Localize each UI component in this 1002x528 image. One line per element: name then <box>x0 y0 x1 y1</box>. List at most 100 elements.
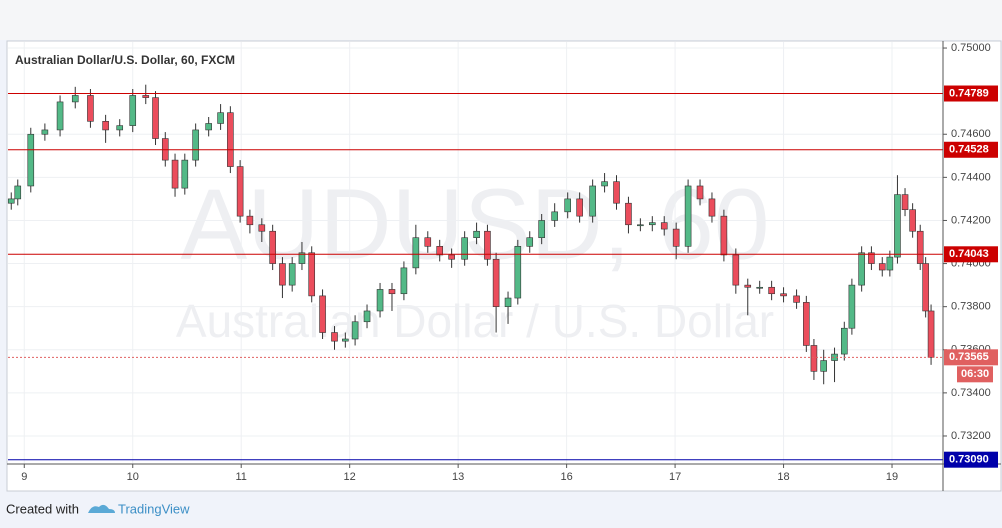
price-label-box <box>944 451 998 468</box>
watermark: AUDUSD, 60 Australian Dollar / U.S. Doll… <box>176 168 774 347</box>
candle-body <box>551 211 558 221</box>
candle-body <box>269 230 276 264</box>
price-label: 0.73090 <box>949 454 989 466</box>
candle-body <box>7 198 15 204</box>
candle-body <box>810 345 818 372</box>
candle-body <box>205 123 212 131</box>
candle-body <box>217 112 224 124</box>
price-label: 0.74789 <box>949 87 989 99</box>
candle-body <box>684 185 692 247</box>
candle-body <box>878 263 886 271</box>
candle-body <box>27 133 35 187</box>
candle-body <box>412 237 420 269</box>
chart-title: Australian Dollar/U.S. Dollar, 60, FXCM <box>15 53 235 67</box>
candle-body <box>351 321 359 340</box>
candle-body <box>116 125 124 131</box>
candle-body <box>87 95 94 122</box>
top-strip <box>0 0 1002 40</box>
candle-body <box>14 185 22 200</box>
candle-body <box>331 332 338 342</box>
candle-body <box>637 224 644 227</box>
candle-body <box>400 267 408 295</box>
candle-body <box>820 360 827 372</box>
candle-body <box>41 129 49 135</box>
candle-body <box>538 220 545 238</box>
x-tick-label: 13 <box>452 471 464 483</box>
candle-body <box>927 310 935 358</box>
logo-icon[interactable] <box>88 504 115 513</box>
candle-body <box>526 237 534 247</box>
candle-body <box>388 289 396 295</box>
x-tick-label: 18 <box>777 471 789 483</box>
candle-body <box>288 263 296 286</box>
y-tick-label: 0.74400 <box>951 171 991 183</box>
tradingview-logo[interactable]: TradingView <box>88 501 190 516</box>
price-label: 0.74528 <box>949 144 989 156</box>
candle-body <box>448 254 455 260</box>
candle-body <box>756 286 763 289</box>
candle-body <box>868 252 875 264</box>
watermark-symbol: AUDUSD, 60 <box>180 168 769 280</box>
candle-body <box>660 222 668 230</box>
candle-body <box>258 224 266 232</box>
candle-body <box>514 246 522 299</box>
candle-body <box>744 284 752 288</box>
candle-body <box>492 258 500 307</box>
y-tick-label: 0.74600 <box>951 128 991 140</box>
y-tick-label: 0.74200 <box>951 214 991 226</box>
candle-body <box>473 230 480 238</box>
x-tick-label: 19 <box>886 471 898 483</box>
footer-brand[interactable]: TradingView <box>118 501 190 516</box>
footer-text: Created with <box>6 501 79 516</box>
candle-body <box>56 101 64 131</box>
price-label: 0.74043 <box>949 248 989 260</box>
candle-body <box>576 198 583 217</box>
candle-body <box>319 295 326 333</box>
chart-frame <box>6 40 1002 492</box>
candle-body <box>171 159 179 189</box>
x-tick-label: 17 <box>669 471 681 483</box>
candle-body <box>858 252 865 286</box>
candle-body <box>376 289 384 312</box>
price-label-box <box>944 349 998 366</box>
candle-body <box>71 95 79 103</box>
watermark-name: Australian Dollar / U.S. Dollar <box>176 295 774 347</box>
candle-body <box>916 230 924 264</box>
candle-body <box>363 310 371 323</box>
candle-body <box>901 194 909 210</box>
countdown: 06:30 <box>961 368 989 380</box>
candle-body <box>298 252 306 264</box>
candle-body <box>484 230 491 260</box>
candle-body <box>909 209 916 232</box>
candle-body <box>894 194 901 258</box>
candle-body <box>192 129 199 161</box>
y-tick-label: 0.75000 <box>951 42 991 54</box>
x-tick-label: 12 <box>344 471 356 483</box>
countdown-box <box>957 366 993 383</box>
y-tick-label: 0.73200 <box>951 430 991 442</box>
candle-body <box>504 297 512 307</box>
price-label-box <box>944 85 998 102</box>
x-tick-label: 10 <box>127 471 139 483</box>
price-label: 0.73565 <box>949 351 989 363</box>
candle-body <box>227 112 234 167</box>
candle-body <box>886 256 894 271</box>
candle-body <box>708 198 716 217</box>
candle-body <box>720 215 728 256</box>
price-label-box <box>944 246 998 263</box>
candle-body <box>279 263 286 286</box>
candle-body <box>848 284 856 329</box>
candle-body <box>564 198 571 213</box>
candle-body <box>181 159 189 189</box>
y-tick-label: 0.73800 <box>951 301 991 313</box>
price-label-box <box>944 141 998 158</box>
candle-body <box>803 302 810 346</box>
candle-body <box>102 121 109 131</box>
candle-body <box>424 237 432 247</box>
x-tick-label: 9 <box>21 471 27 483</box>
candle-body <box>308 252 316 297</box>
x-tick-label: 16 <box>560 471 572 483</box>
y-tick-label: 0.73400 <box>951 387 991 399</box>
candle-body <box>793 295 800 303</box>
